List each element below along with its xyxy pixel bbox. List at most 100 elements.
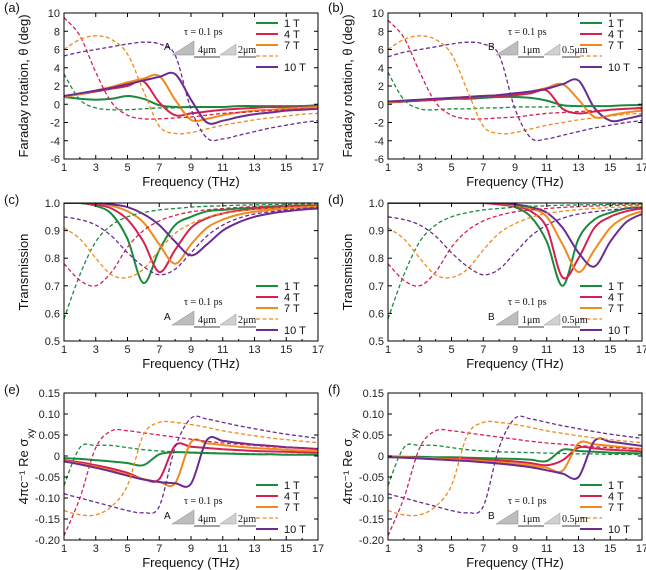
- inset-period: 1μm: [522, 315, 540, 326]
- inset-tau: τ = 0.1 ps: [508, 27, 547, 38]
- legend-label: 10 T: [284, 325, 306, 337]
- series-line: [388, 19, 642, 120]
- legend: 1 T4 T7 T 10 T: [256, 281, 306, 337]
- series-line: [388, 78, 642, 123]
- x-tick-label: 1: [61, 543, 67, 555]
- y-tick-label: 10: [48, 8, 60, 20]
- x-tick-label: 11: [217, 344, 228, 356]
- x-tick-label: 3: [417, 162, 423, 174]
- inset-schematic: τ = 0.1 ps B 1μm 0.5μm: [488, 27, 588, 58]
- legend: 1 T4 T7 T 10 T: [256, 18, 306, 74]
- y-tick-label: -0.10: [35, 493, 60, 505]
- legend-label: 4 T: [608, 491, 624, 503]
- x-tick-label: 5: [124, 543, 130, 555]
- x-tick-label: 13: [248, 543, 260, 555]
- grating-wedge: [171, 40, 195, 56]
- inset-schematic: τ = 0.1 ps B 1μm 0.5μm: [488, 496, 588, 527]
- legend: 1 T4 T7 T 10 T: [580, 18, 630, 74]
- grating-wedge: [543, 43, 561, 56]
- y-axis-title: Faraday rotation, θ (deg): [16, 14, 31, 157]
- x-axis-title: Frequency (THz): [142, 174, 240, 189]
- y-tick-label: -0.05: [35, 472, 60, 484]
- y-tick-label: 0.7: [369, 281, 384, 293]
- series-line: [64, 420, 318, 517]
- y-tick-label: 0.6: [45, 308, 60, 320]
- chart-panel: (c)1 3 5 7 9 11 13 15 170.50.60.70.80.91.0Freque…: [4, 192, 324, 371]
- series-group: [388, 19, 642, 142]
- y-tick-label: 6: [54, 45, 60, 57]
- x-tick-label: 1: [385, 543, 391, 555]
- legend-label: 1 T: [284, 18, 300, 30]
- legend-label: 10 T: [284, 524, 306, 536]
- y-tick-label: 0.5: [369, 336, 384, 348]
- x-tick-label: 15: [280, 162, 292, 174]
- inset-period: 4μm: [198, 45, 216, 56]
- inset-letter: A: [164, 312, 171, 323]
- x-tick-label: 17: [636, 543, 646, 555]
- y-tick-label: 6: [378, 45, 384, 57]
- legend-label: 1 T: [608, 480, 624, 492]
- legend-label: 1 T: [608, 18, 624, 30]
- series-line: [388, 35, 642, 135]
- series-line: [64, 204, 318, 287]
- y-tick-label: -6: [50, 154, 60, 166]
- chart-panel: (f)1 3 5 7 9 11 13 15 17-0.20-0.15-0.10-0.0500.0…: [328, 382, 646, 570]
- series-line: [388, 420, 642, 517]
- inset-width: 2μm: [238, 315, 256, 326]
- series-line: [64, 41, 318, 142]
- grating-wedge: [495, 40, 519, 56]
- y-tick-label: -0.20: [359, 535, 384, 547]
- y-tick-label: 0.15: [39, 388, 60, 400]
- y-tick-label: 0.8: [45, 253, 60, 265]
- grating-wedge: [219, 512, 237, 525]
- panel-label: (a): [4, 0, 20, 15]
- y-tick-label: 0: [378, 99, 384, 111]
- y-tick-label: 0.5: [45, 336, 60, 348]
- series-group: [64, 203, 318, 320]
- y-tick-label: 0: [54, 99, 60, 111]
- legend-label: 4 T: [608, 29, 624, 41]
- grating-wedge: [543, 512, 561, 525]
- inset-tau: τ = 0.1 ps: [508, 297, 547, 308]
- y-tick-label: 0.9: [369, 226, 384, 238]
- inset-period: 4μm: [198, 315, 216, 326]
- x-tick-label: 17: [312, 543, 324, 555]
- series-line: [388, 203, 642, 320]
- y-tick-label: 0.10: [363, 409, 384, 421]
- inset-tau: τ = 0.1 ps: [184, 496, 223, 507]
- y-tick-label: -4: [374, 136, 384, 148]
- y-tick-label: 4: [54, 63, 60, 75]
- series-line: [64, 203, 318, 273]
- legend-label: 7 T: [284, 502, 300, 514]
- y-tick-label: 0.8: [369, 253, 384, 265]
- x-tick-label: 9: [188, 543, 194, 555]
- legend-label: 7 T: [608, 502, 624, 514]
- y-axis-title: 4πc⁻¹ Re σxy: [16, 429, 37, 505]
- inset-letter: B: [488, 312, 495, 323]
- legend-label: 1 T: [284, 480, 300, 492]
- x-axis-title: Frequency (THz): [466, 555, 564, 570]
- y-axis-title: Transmission: [16, 234, 31, 311]
- legend: 1 T4 T7 T 10 T: [580, 480, 630, 536]
- x-axis-title: Frequency (THz): [466, 174, 564, 189]
- series-line: [64, 203, 318, 284]
- legend-label: 7 T: [284, 40, 300, 52]
- x-tick-label: 13: [572, 344, 584, 356]
- series-line: [64, 206, 318, 276]
- x-tick-label: 7: [156, 162, 162, 174]
- inset-width: 0.5μm: [562, 45, 588, 56]
- x-tick-label: 15: [604, 162, 616, 174]
- legend-label: 4 T: [284, 491, 300, 503]
- series-line: [64, 205, 318, 279]
- inset-letter: B: [488, 42, 495, 53]
- series-line: [64, 442, 318, 483]
- x-tick-label: 7: [480, 162, 486, 174]
- x-tick-label: 3: [93, 344, 99, 356]
- grating-wedge: [171, 310, 195, 326]
- y-tick-label: 4: [378, 63, 384, 75]
- y-tick-label: -0.10: [359, 493, 384, 505]
- legend-label: 4 T: [284, 292, 300, 304]
- series-line: [388, 428, 642, 537]
